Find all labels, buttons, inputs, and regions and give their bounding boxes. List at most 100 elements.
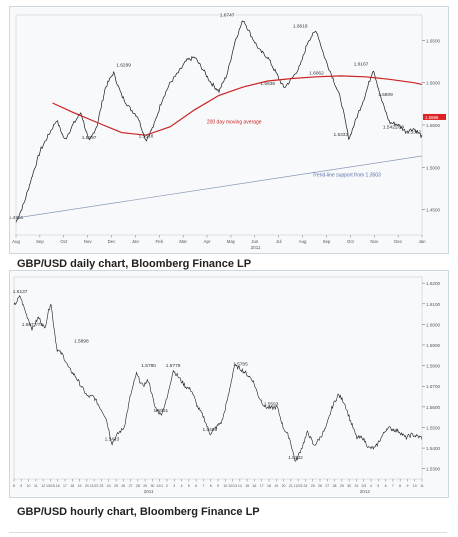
daily-x-tick-label: Dec [394,239,403,244]
daily-y-tick-label: 1.6000 [426,81,440,86]
hourly-x-tick-label: 16 [252,484,256,488]
hourly-x-tick-label: 15 [245,484,249,488]
daily-x-tick-label: Jul [276,239,282,244]
hourly-x-tick-label: 12/23 [294,484,303,488]
divider [9,532,447,533]
daily-annotation: 1.6062 [309,70,324,76]
hourly-y-tick-label: 1.5900 [426,343,440,348]
hourly-annotation: 1.6137 [13,289,28,295]
hourly-annotation: 1.5561 [154,408,169,414]
daily-x-tick-label: Aug [299,239,307,244]
hourly-x-tick-label: 28 [136,484,140,488]
daily-x-tick-label: Jan [418,239,426,244]
daily-x-tick-label: Sep [36,239,44,244]
daily-x-tick-label: Oct [60,239,68,244]
hourly-annotation: 1.5780 [141,363,156,369]
hourly-plot-area [13,276,423,480]
hourly-x-tick-label: 24 [303,484,307,488]
daily-y-tick-label: 1.5500 [426,123,440,128]
hourly-x-tick-label: 9 [20,484,22,488]
hourly-y-tick-label: 1.5300 [426,467,440,472]
daily-x-tick-label: Sep [323,239,331,244]
daily-year-label: 2011 [251,245,261,250]
hourly-x-tick-label: 14 [238,484,242,488]
daily-x-tick-label: Mar [179,239,187,244]
hourly-price-line [13,295,423,462]
hourly-x-tick-label: 10 [413,484,417,488]
daily-annotation: 1.5318 [139,133,154,139]
hourly-x-tick-label: 1/3 [361,484,366,488]
hourly-x-tick-label: 6 [195,484,197,488]
hourly-annotation: 1.5423 [105,436,120,442]
daily-annotation: 1.6167 [354,62,369,68]
daily-price-line [15,20,423,223]
daily-chart-panel: 1.6500 1.6000 1.5500 1.5000 1.4500 Aug Sep Oct N… [9,6,449,254]
daily-x-tick-label: Nov [84,239,93,244]
hourly-x-tick-label: 18 [70,484,74,488]
daily-chart: 1.6500 1.6000 1.5500 1.5000 1.4500 Aug Sep Oct N… [10,12,446,250]
hourly-x-tick-label: 17 [63,484,67,488]
hourly-x-tick-label: 2 [166,484,168,488]
hourly-annotation: 1.5977/79 [22,322,44,328]
hourly-x-tick-label: 4 [370,484,372,488]
hourly-y-tick-label: 1.6000 [426,322,440,327]
hourly-x-tick-label: 6 [385,484,387,488]
hourly-x-tick-label: 19 [274,484,278,488]
daily-annotation: 1.5333 [333,132,348,138]
hourly-x-tick-label: 5 [188,484,190,488]
hourly-y-tick-label: 1.6100 [426,302,440,307]
hourly-y-tick-label: 1.5700 [426,384,440,389]
hourly-x-tick-label: 27 [325,484,329,488]
hourly-x-tick-label: 10 [27,484,31,488]
daily-x-tick-label: Apr [204,239,211,244]
hourly-annotation: 1.5593 [264,401,279,407]
hourly-x-tick-label: 4 [181,484,183,488]
daily-annotation: 1.5297 [82,135,97,141]
daily-annotation: 1.6618 [293,23,308,29]
hourly-x-tick-label: 9 [217,484,219,488]
daily-last-price-marker [423,113,446,120]
hourly-y-tick-label: 1.6200 [426,281,440,286]
hourly-x-tick-label: 12/13 [228,484,237,488]
hourly-x-tick-label: 27 [129,484,133,488]
hourly-y-tick-label: 1.5400 [426,446,440,451]
hourly-x-tick-label: 30 [150,484,154,488]
hourly-x-tick-label: 25 [114,484,118,488]
hourly-x-tick-label: 24 [107,484,111,488]
daily-moving-average-line [52,75,423,136]
daily-trend-line [15,155,423,219]
hourly-x-tick-label: 18 [267,484,271,488]
hourly-x-tick-label: 7 [202,484,204,488]
hourly-chart-caption: GBP/USD hourly chart, Bloomberg Finance … [17,506,260,518]
hourly-chart: 1.6200 1.6100 1.6000 1.5900 1.5800 1.5700 1.56… [13,276,440,494]
hourly-annotation: 1.5785 [233,362,248,368]
hourly-x-tick-label: 12/1 [156,484,163,488]
hourly-x-tick-label: 26 [121,484,125,488]
hourly-y-tick-label: 1.5600 [426,405,440,410]
hourly-x-tick-label: 5 [377,484,379,488]
hourly-x-tick-label: 8 [210,484,212,488]
daily-last-price-label: 1.5595 [425,115,439,120]
daily-annotation: 1.4351 [10,215,24,221]
hourly-annotation: 1.5469 [203,427,218,433]
hourly-annotation: 1.5779 [166,363,181,369]
hourly-x-tick-label: 19 [78,484,82,488]
hourly-x-tick-label: 30 [347,484,351,488]
hourly-x-tick-label: 29 [143,484,147,488]
hourly-x-tick-label: 7 [392,484,394,488]
daily-x-tick-label: May [227,239,236,244]
hourly-x-tick-label: 3 [173,484,175,488]
hourly-chart-panel: 1.6200 1.6100 1.6000 1.5900 1.5800 1.5700 1.56… [9,270,449,498]
hourly-x-tick-label: 10 [223,484,227,488]
daily-annotation: 1.5809 [378,92,393,98]
hourly-year-label: 2012 [360,489,371,494]
daily-y-tick-label: 1.4500 [426,208,440,213]
daily-x-tick-label: Nov [370,239,379,244]
hourly-y-tick-label: 1.5800 [426,364,440,369]
daily-chart-caption: GBP/USD daily chart, Bloomberg Finance L… [17,258,252,270]
daily-annotation: 1.5422/29 [383,125,405,131]
hourly-annotation: 1.5898 [74,338,89,344]
daily-annotation: 1.6747 [220,12,235,18]
hourly-x-tick-label: 31 [354,484,358,488]
daily-x-tick-label: Aug [12,239,20,244]
